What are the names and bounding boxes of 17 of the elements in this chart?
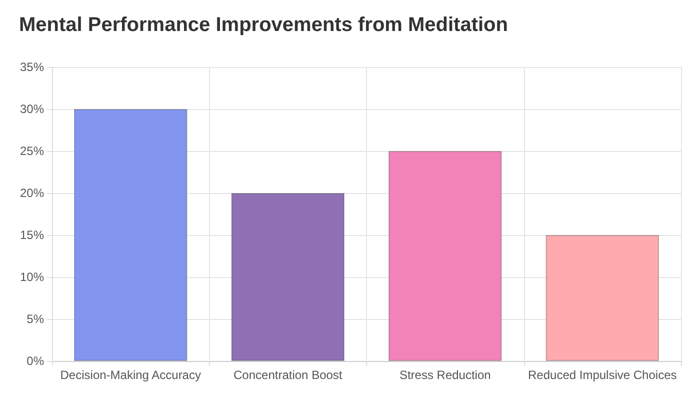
y-tick-label: 5% xyxy=(26,312,44,326)
x-tick-label: Concentration Boost xyxy=(234,368,343,382)
bar xyxy=(546,235,659,361)
bar xyxy=(388,151,502,361)
y-tick-label: 30% xyxy=(20,102,44,116)
x-tick-label: Decision-Making Accuracy xyxy=(60,368,201,382)
y-tick-label: 20% xyxy=(20,186,44,200)
x-tick-label: Stress Reduction xyxy=(399,368,491,382)
y-tick-label: 10% xyxy=(20,270,44,284)
y-tick-label: 35% xyxy=(20,60,44,74)
bar xyxy=(231,193,344,361)
chart-title: Mental Performance Improvements from Meditation xyxy=(19,14,508,36)
y-tick-label: 25% xyxy=(20,144,44,158)
x-tick-label: Reduced Impulsive Choices xyxy=(528,368,677,382)
y-tick-label: 0% xyxy=(26,354,44,368)
y-tick-label: 15% xyxy=(20,228,44,242)
bar xyxy=(74,109,188,361)
